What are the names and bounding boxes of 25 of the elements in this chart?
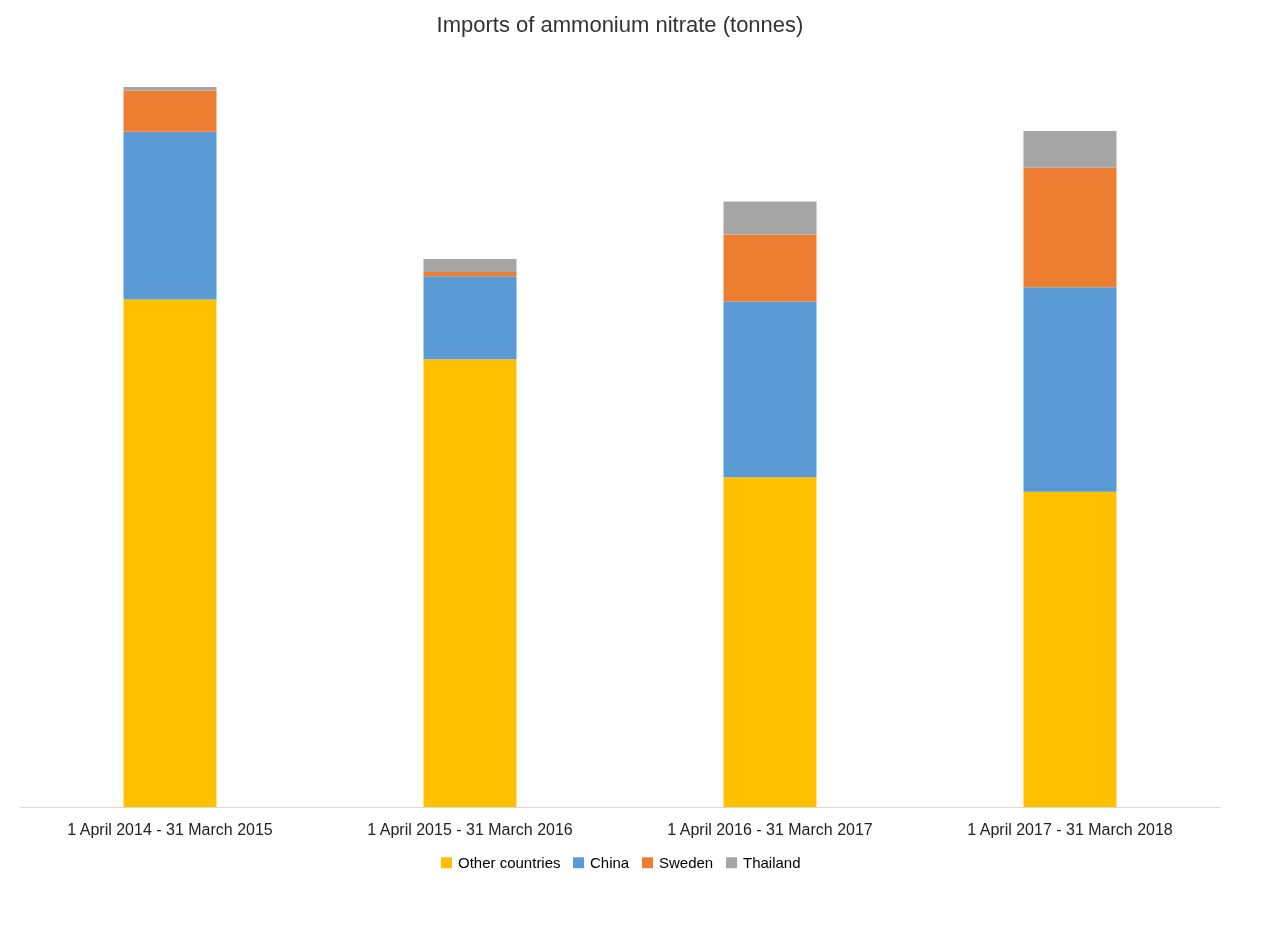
chart-title: Imports of ammonium nitrate (tonnes) <box>436 12 804 37</box>
bar <box>1023 287 1117 492</box>
bar <box>123 299 217 807</box>
bar <box>1023 491 1117 807</box>
bar <box>123 131 217 300</box>
bar <box>1023 167 1117 288</box>
x-tick-label: 1 April 2015 - 31 March 2016 <box>367 820 573 838</box>
bar <box>723 301 817 478</box>
x-tick-label: 1 April 2017 - 31 March 2018 <box>967 820 1173 838</box>
bar <box>423 272 517 277</box>
x-tick-label: 1 April 2014 - 31 March 2015 <box>67 820 273 838</box>
bar <box>423 359 517 807</box>
bar <box>1023 130 1117 168</box>
legend-label: Other countries <box>458 853 561 871</box>
bar <box>723 201 817 235</box>
bar <box>423 276 517 360</box>
bar <box>723 477 817 807</box>
bar <box>723 234 817 302</box>
bar <box>123 90 217 132</box>
legend-label: Thailand <box>743 853 801 871</box>
x-tick-label: 1 April 2016 - 31 March 2017 <box>667 820 873 838</box>
legend-label: Sweden <box>659 853 714 871</box>
bar <box>423 259 517 273</box>
legend-label: China <box>590 853 630 871</box>
bar <box>123 87 217 91</box>
